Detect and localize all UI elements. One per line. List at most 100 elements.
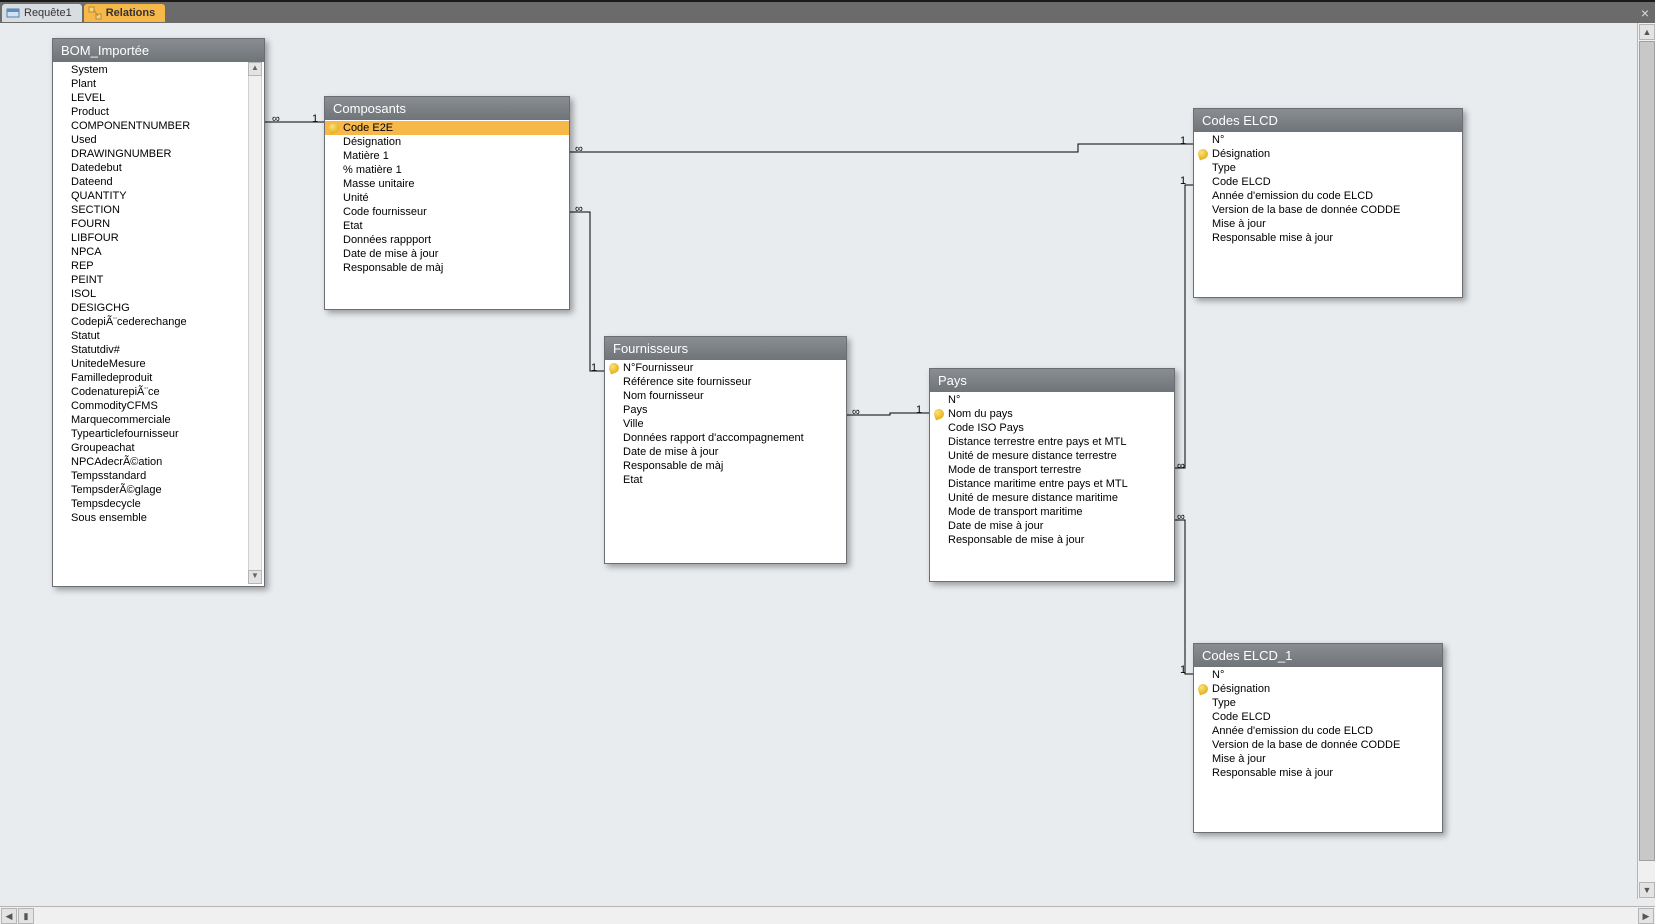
field-row[interactable]: Unité de mesure distance maritime [930, 491, 1174, 505]
field-row[interactable]: Code ELCD [1194, 710, 1442, 724]
scroll-up-icon[interactable]: ▲ [248, 62, 262, 76]
table-title[interactable]: BOM_Importée [53, 39, 264, 62]
field-row[interactable]: Datedebut [53, 161, 248, 175]
field-row[interactable]: Date de mise à jour [325, 247, 569, 261]
field-row[interactable]: Responsable de màj [325, 261, 569, 275]
field-row[interactable]: LEVEL [53, 91, 248, 105]
field-row[interactable]: NPCAdecrÃ©ation [53, 455, 248, 469]
field-row[interactable]: REP [53, 259, 248, 273]
field-row[interactable]: Date de mise à jour [605, 445, 846, 459]
field-row[interactable]: Groupeachat [53, 441, 248, 455]
field-row[interactable]: Marquecommerciale [53, 413, 248, 427]
field-row[interactable]: Mode de transport maritime [930, 505, 1174, 519]
field-row[interactable]: Année d'emission du code ELCD [1194, 724, 1442, 738]
field-row[interactable]: FOURN [53, 217, 248, 231]
table-bom[interactable]: BOM_ImportéeSystemPlantLEVELProductCOMPO… [52, 38, 265, 587]
field-row[interactable]: Code ELCD [1194, 175, 1462, 189]
field-row[interactable]: Ville [605, 417, 846, 431]
field-list[interactable]: SystemPlantLEVELProductCOMPONENTNUMBERUs… [53, 62, 264, 586]
field-row[interactable]: CodepiÃ¨cederechange [53, 315, 248, 329]
table-elcd[interactable]: Codes ELCDN°DésignationTypeCode ELCDAnné… [1193, 108, 1463, 298]
field-row[interactable]: Matière 1 [325, 149, 569, 163]
table-pays[interactable]: PaysN°Nom du paysCode ISO PaysDistance t… [929, 368, 1175, 582]
table-elcd1[interactable]: Codes ELCD_1N°DésignationTypeCode ELCDAn… [1193, 643, 1443, 833]
field-row[interactable]: Données rapport d'accompagnement [605, 431, 846, 445]
scroll-left-icon[interactable]: ◀ [1, 908, 17, 924]
field-row[interactable]: ISOL [53, 287, 248, 301]
field-row[interactable]: Année d'emission du code ELCD [1194, 189, 1462, 203]
field-list[interactable]: N°FournisseurRéférence site fournisseurN… [605, 360, 846, 563]
field-row[interactable]: TempsderÃ©glage [53, 483, 248, 497]
table-title[interactable]: Codes ELCD_1 [1194, 644, 1442, 667]
field-row[interactable]: % matière 1 [325, 163, 569, 177]
vertical-scrollbar[interactable]: ▲ ▼ [1637, 23, 1655, 899]
field-row[interactable]: Référence site fournisseur [605, 375, 846, 389]
field-row[interactable]: N° [930, 393, 1174, 407]
field-row[interactable]: Responsable de mise à jour [930, 533, 1174, 547]
field-row[interactable]: Tempsdecycle [53, 497, 248, 511]
field-row[interactable]: NPCA [53, 245, 248, 259]
field-row[interactable]: Product [53, 105, 248, 119]
field-row[interactable]: Données rappport [325, 233, 569, 247]
field-row[interactable]: Désignation [325, 135, 569, 149]
field-row[interactable]: Mise à jour [1194, 217, 1462, 231]
field-row[interactable]: Distance terrestre entre pays et MTL [930, 435, 1174, 449]
field-row[interactable]: Pays [605, 403, 846, 417]
field-row[interactable]: Version de la base de donnée CODDE [1194, 738, 1442, 752]
field-row[interactable]: CodenaturepiÃ¨ce [53, 385, 248, 399]
field-row[interactable]: Mode de transport terrestre [930, 463, 1174, 477]
field-row[interactable]: Masse unitaire [325, 177, 569, 191]
field-row[interactable]: Sous ensemble [53, 511, 248, 525]
field-row[interactable]: PEINT [53, 273, 248, 287]
field-row[interactable]: COMPONENTNUMBER [53, 119, 248, 133]
field-row[interactable]: Plant [53, 77, 248, 91]
table-title[interactable]: Fournisseurs [605, 337, 846, 360]
field-row[interactable]: Statutdiv# [53, 343, 248, 357]
field-row[interactable]: Date de mise à jour [930, 519, 1174, 533]
field-row[interactable]: Type [1194, 696, 1442, 710]
table-composants[interactable]: ComposantsCode E2EDésignationMatière 1% … [324, 96, 570, 310]
field-row[interactable]: N° [1194, 668, 1442, 682]
field-row[interactable]: Code E2E [325, 121, 569, 135]
field-row[interactable]: DESIGCHG [53, 301, 248, 315]
field-row[interactable]: Used [53, 133, 248, 147]
field-row[interactable]: Unité de mesure distance terrestre [930, 449, 1174, 463]
field-row[interactable]: Responsable de màj [605, 459, 846, 473]
field-row[interactable]: Version de la base de donnée CODDE [1194, 203, 1462, 217]
table-title[interactable]: Pays [930, 369, 1174, 392]
field-list[interactable]: N°Nom du paysCode ISO PaysDistance terre… [930, 392, 1174, 581]
scroll-down-icon[interactable]: ▼ [248, 570, 262, 584]
field-row[interactable]: Code fournisseur [325, 205, 569, 219]
field-row[interactable]: Typearticlefournisseur [53, 427, 248, 441]
field-row[interactable]: Familledeproduit [53, 371, 248, 385]
scroll-up-icon[interactable]: ▲ [1639, 24, 1655, 40]
field-row[interactable]: Responsable mise à jour [1194, 766, 1442, 780]
scroll-home-icon[interactable]: ▮ [18, 908, 34, 924]
field-list[interactable]: Code E2EDésignationMatière 1% matière 1M… [325, 120, 569, 309]
field-row[interactable]: Code ISO Pays [930, 421, 1174, 435]
field-row[interactable]: Unité [325, 191, 569, 205]
field-row[interactable]: Mise à jour [1194, 752, 1442, 766]
field-row[interactable]: QUANTITY [53, 189, 248, 203]
field-row[interactable]: Désignation [1194, 147, 1462, 161]
field-row[interactable]: N° [1194, 133, 1462, 147]
field-row[interactable]: Etat [605, 473, 846, 487]
field-list[interactable]: N°DésignationTypeCode ELCDAnnée d'emissi… [1194, 667, 1442, 832]
field-row[interactable]: Distance maritime entre pays et MTL [930, 477, 1174, 491]
field-row[interactable]: Dateend [53, 175, 248, 189]
field-row[interactable]: Statut [53, 329, 248, 343]
close-icon[interactable]: × [1641, 5, 1649, 21]
field-row[interactable]: System [53, 63, 248, 77]
field-row[interactable]: Type [1194, 161, 1462, 175]
table-fournisseurs[interactable]: FournisseursN°FournisseurRéférence site … [604, 336, 847, 564]
table-title[interactable]: Composants [325, 97, 569, 120]
relations-canvas[interactable]: BOM_ImportéeSystemPlantLEVELProductCOMPO… [0, 23, 1655, 899]
scroll-down-icon[interactable]: ▼ [1639, 882, 1655, 898]
field-row[interactable]: Nom fournisseur [605, 389, 846, 403]
scroll-thumb[interactable] [1639, 41, 1655, 861]
scroll-right-icon[interactable]: ▶ [1638, 908, 1654, 924]
field-row[interactable]: SECTION [53, 203, 248, 217]
field-row[interactable]: UnitedeMesure [53, 357, 248, 371]
horizontal-scrollbar[interactable]: ◀ ▮ ▶ [0, 906, 1655, 924]
field-row[interactable]: N°Fournisseur [605, 361, 846, 375]
